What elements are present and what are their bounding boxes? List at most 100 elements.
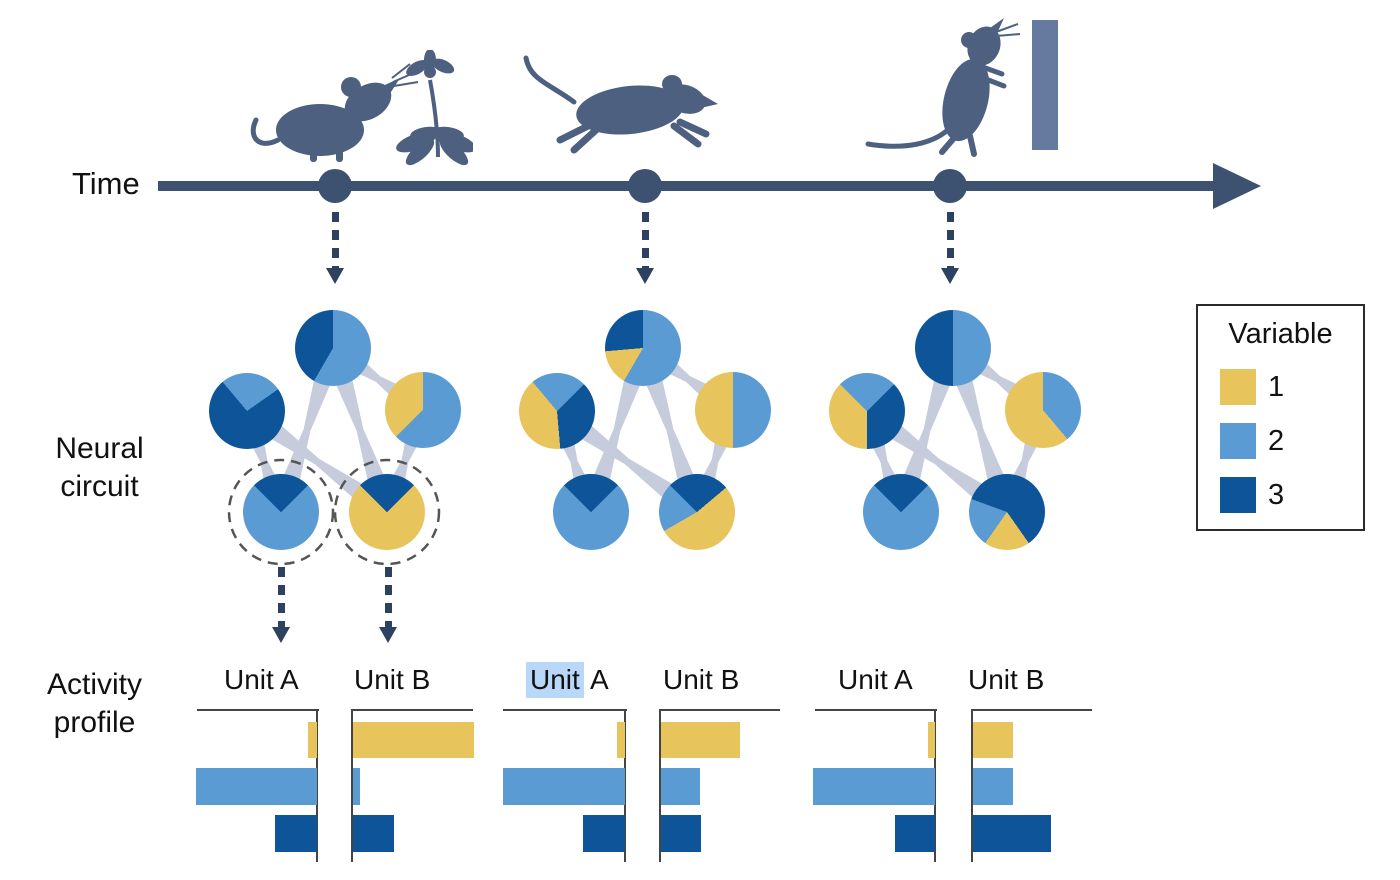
flower-center <box>424 66 436 78</box>
circuit-1-node-bl <box>243 474 319 550</box>
activity-bar-variable2 <box>503 768 625 805</box>
activity-bar-variable3 <box>661 815 701 852</box>
mouse2-hind-legs <box>556 122 600 154</box>
circuit-1-node-right <box>385 372 461 448</box>
unit-label-unit-b-set3: Unit B <box>968 664 1045 695</box>
activity-profile-label-line1: Activity <box>46 668 142 701</box>
unit-label-highlight: Unit <box>526 662 584 698</box>
mouse2-tail <box>523 55 577 105</box>
flower-petal <box>424 50 436 71</box>
activity-profile-label: Activity profile <box>22 666 167 742</box>
circuit-3-edge-top-br <box>941 344 1019 516</box>
unit-label-unit-a-set3: Unit A <box>838 664 913 695</box>
legend-title: Variable <box>1228 318 1333 350</box>
mouse1-body <box>276 104 364 156</box>
axis-horizontal <box>197 709 319 711</box>
neural-circuit-label: Neural circuit <box>27 430 172 506</box>
timeline-arrowhead <box>1213 163 1261 209</box>
mouse-rearing-wall-illustration <box>865 18 1058 157</box>
mouse2-ear <box>662 75 682 93</box>
activity-bar-variable2 <box>661 768 700 805</box>
activity-bar-variable3 <box>973 815 1051 852</box>
mouse1-leg <box>310 150 317 162</box>
axis-horizontal <box>660 709 780 711</box>
wall-shape <box>1032 20 1058 150</box>
axis-vertical <box>624 709 626 862</box>
unit-dashed-arrow-2-head <box>379 627 397 643</box>
activity-bar-variable1 <box>308 722 317 758</box>
mouse3-snout <box>990 18 1004 40</box>
circuit-1-node-left <box>209 373 285 449</box>
mouse2-snout <box>692 90 718 110</box>
timeline-dashed-arrow-mouse-sniffing-flower-line <box>332 212 339 268</box>
mouse-running-illustration <box>523 55 718 154</box>
legend-swatch-3 <box>1220 477 1256 513</box>
circuit-2-edge-top-br <box>631 344 709 516</box>
mouse-sniffing-flower-illustration <box>250 50 473 166</box>
unit-label-unit-a-set2: Unit A <box>526 662 609 698</box>
timeline-line <box>158 181 1214 191</box>
legend-box: Variable 1 2 3 <box>1196 304 1365 531</box>
axis-vertical <box>971 709 973 862</box>
activity-bar-variable2 <box>196 768 317 805</box>
circuit-2-node-br <box>659 474 735 550</box>
circuit-2-node-right <box>695 372 771 448</box>
neural-circuit-label-line1: Neural <box>55 432 144 465</box>
timeline-event-dot-mouse-rearing-at-wall <box>933 169 967 203</box>
timeline-dashed-arrow-mouse-sniffing-flower-head <box>326 268 344 284</box>
flower-petal <box>406 60 428 76</box>
circuit-1-edge-top-br <box>321 344 399 516</box>
legend-item-label-3: 3 <box>1268 479 1285 511</box>
circuit-1-edge-top-bl <box>269 344 345 516</box>
circuit-1-node-top <box>295 310 371 386</box>
neural-circuit-label-line2: circuit <box>60 470 139 503</box>
mouse1-snout <box>374 78 400 106</box>
flower-leaf <box>439 138 469 166</box>
activity-bar-variable3 <box>353 815 394 852</box>
activity-bar-variable3 <box>895 815 935 852</box>
axis-horizontal <box>972 709 1092 711</box>
legend-swatch-2 <box>1220 423 1256 459</box>
activity-bar-variable1 <box>973 722 1013 758</box>
timeline-dashed-arrow-mouse-rearing-at-wall-head <box>941 268 959 284</box>
axis-horizontal <box>352 709 473 711</box>
axis-vertical <box>659 709 661 862</box>
timeline-dashed-arrow-mouse-rearing-at-wall-line <box>947 212 954 268</box>
unit-dashed-arrow-1-head <box>272 627 290 643</box>
activity-profile-label-line2: profile <box>53 706 136 739</box>
circuit-3-node-top <box>915 310 991 386</box>
mouse1-tail <box>250 117 281 146</box>
circuit-2-node-top <box>605 310 681 386</box>
axis-horizontal <box>815 709 937 711</box>
circuit-3-edge-top-bl <box>889 344 965 516</box>
activity-bar-variable3 <box>275 815 317 852</box>
axis-vertical <box>316 709 318 862</box>
unit-label-unit-a-set1: Unit A <box>224 664 299 695</box>
circuit-2-edge-top-bl <box>579 344 655 516</box>
legend-swatch-1 <box>1220 369 1256 405</box>
unit-label-unit-b-set2: Unit B <box>663 664 740 695</box>
axis-horizontal <box>503 709 627 711</box>
circuit-2-node-left <box>519 373 595 449</box>
mouse3-front-paws <box>975 63 1007 89</box>
unit-highlight-ring-bl <box>227 458 335 566</box>
unit-dashed-arrow-2-line <box>385 567 392 627</box>
flower-stem <box>428 79 440 158</box>
timeline-event-dot-mouse-sniffing-flower <box>318 169 352 203</box>
activity-bar-variable1 <box>928 722 935 758</box>
legend-item-label-1: 1 <box>1268 371 1285 403</box>
mouse3-tail <box>865 123 955 149</box>
activity-bar-variable1 <box>661 722 740 758</box>
unit-dashed-arrow-1-line <box>278 567 285 627</box>
mouse3-hind-feet <box>939 133 977 157</box>
flower-leaf <box>405 138 435 166</box>
activity-bar-variable2 <box>973 768 1013 805</box>
mouse1-ear <box>341 77 361 97</box>
mouse3-ear <box>961 32 977 48</box>
circuit-3-node-left <box>829 373 905 449</box>
circuit-3-node-right <box>1005 372 1081 448</box>
flower-leaf <box>432 126 464 142</box>
activity-bar-variable1 <box>617 722 625 758</box>
time-label: Time <box>72 166 140 201</box>
